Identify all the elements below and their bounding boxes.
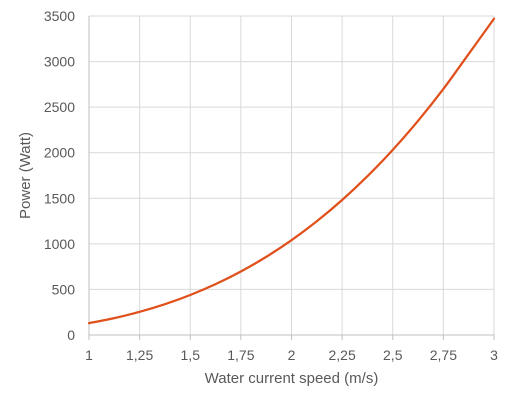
y-tick-label: 1000 [44,236,75,252]
x-tick-label: 2,75 [430,347,457,363]
x-tick-label: 3 [490,347,498,363]
x-tick-label: 2 [288,347,296,363]
x-tick-label: 1,25 [126,347,153,363]
y-tick-label: 1500 [44,190,75,206]
x-tick-labels: 1 1,25 1,5 1,75 2 2,25 2,5 2,75 3 [85,347,498,363]
y-axis-title: Power (Watt) [17,132,34,219]
y-tick-labels: 0 500 1000 1500 2000 2500 3000 3500 [44,8,75,343]
x-tick-label: 1,5 [181,347,201,363]
series [87,17,496,325]
y-tick-label: 2500 [44,99,75,115]
y-tick-label: 0 [67,327,75,343]
y-tick-label: 3500 [44,8,75,24]
x-tick-label: 1,75 [227,347,254,363]
x-tick-label: 2,25 [329,347,356,363]
y-tick-label: 500 [52,281,76,297]
grid [89,15,495,335]
series-line-0 [87,17,496,325]
x-axis-title: Water current speed (m/s) [205,370,379,387]
axes [88,16,495,340]
y-tick-label: 2000 [44,145,75,161]
x-tick-label: 2,5 [383,347,403,363]
x-tick-label: 1 [85,347,93,363]
y-tick-label: 3000 [44,54,75,70]
